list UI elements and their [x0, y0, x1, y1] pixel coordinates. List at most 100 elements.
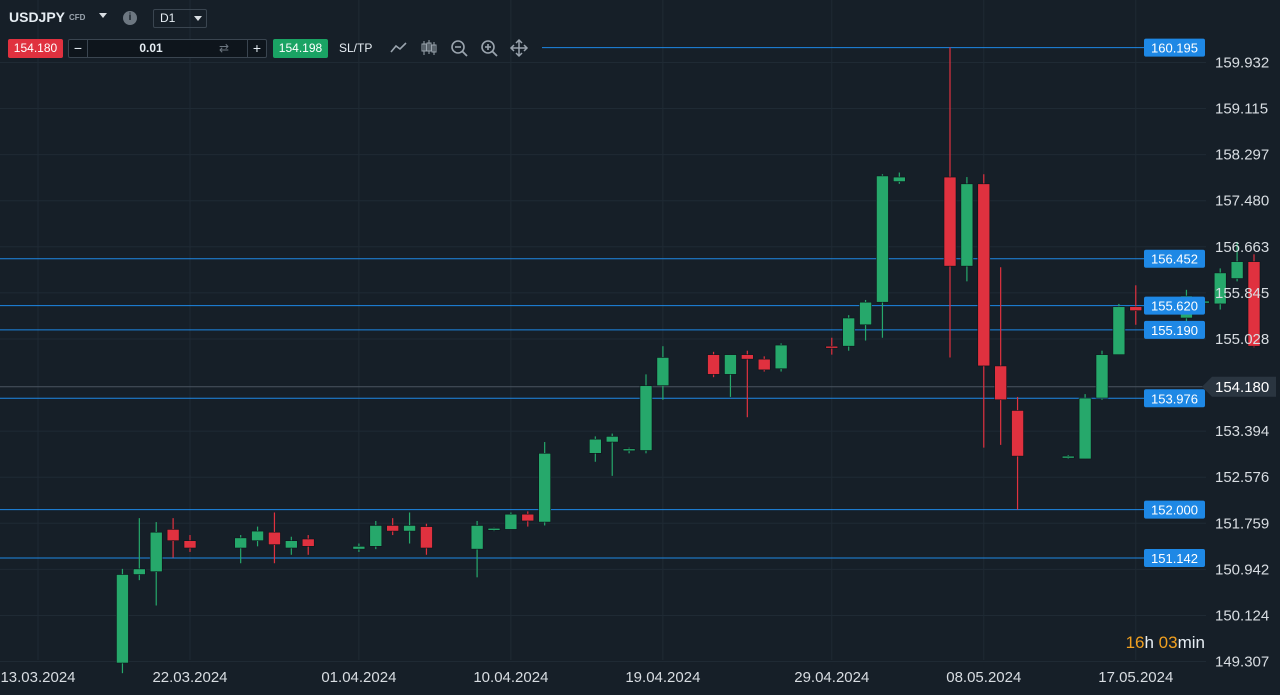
buy-price-button[interactable]: 154.198 — [273, 39, 328, 58]
candle — [268, 512, 281, 564]
candle-body — [943, 176, 957, 267]
candle — [183, 535, 197, 552]
level-label: 160.195 — [1151, 41, 1198, 56]
candle-body — [994, 365, 1007, 401]
quantity-input[interactable]: 0.01 — [139, 41, 163, 55]
x-axis-labels: 13.03.2024 22.03.2024 01.04.2024 10.04.2024… — [0, 669, 1173, 686]
candle-body — [420, 526, 433, 549]
quantity-stepper[interactable]: − 0.01 ⇄ + — [68, 39, 267, 58]
y-tick-label: 153.394 — [1215, 423, 1269, 440]
candle-body — [285, 540, 298, 549]
candle-body — [605, 436, 619, 443]
candlestick-icon[interactable] — [419, 38, 439, 58]
level-label: 152.000 — [1151, 503, 1198, 518]
level-label-box — [1144, 500, 1205, 519]
timeframe-select[interactable]: D1 — [153, 9, 207, 28]
candle — [166, 518, 180, 558]
candle-body — [369, 525, 383, 547]
horizontal-levels — [0, 47, 1144, 559]
candle — [521, 511, 535, 527]
candle — [622, 447, 636, 454]
candle — [842, 315, 855, 351]
candle — [1011, 396, 1024, 510]
candle-body — [1078, 397, 1092, 460]
timeframe-value: D1 — [160, 11, 176, 25]
candle — [893, 172, 906, 184]
y-axis-labels: 159.932 159.115 158.297 157.480 156.663 155.8… — [1215, 55, 1269, 671]
level-label: 151.142 — [1151, 551, 1198, 566]
grid-lines — [0, 0, 1206, 662]
minus-icon[interactable]: − — [69, 40, 88, 57]
candle — [504, 512, 518, 530]
chart-toolbar: USDJPY CFD i D1 154.180 − 0.01 ⇄ + 154.1… — [0, 0, 1280, 64]
level-label: 153.976 — [1151, 391, 1198, 406]
candle — [1061, 454, 1075, 459]
candle — [133, 518, 146, 581]
candle-body — [1095, 354, 1109, 399]
candle — [741, 350, 754, 418]
move-icon[interactable] — [509, 38, 529, 58]
candle — [285, 536, 298, 555]
candle — [859, 299, 872, 341]
zoom-in-icon[interactable] — [479, 38, 499, 58]
candle — [774, 343, 788, 372]
y-tick-label: 155.028 — [1215, 331, 1269, 348]
candle — [403, 512, 416, 544]
candle — [1078, 394, 1092, 460]
candle-body — [977, 183, 991, 367]
candle — [352, 543, 366, 552]
candle-body — [487, 527, 501, 531]
candle-body — [504, 513, 518, 530]
plus-icon[interactable]: + — [247, 40, 266, 57]
sell-price-button[interactable]: 154.180 — [8, 39, 63, 58]
candle-body — [234, 537, 247, 549]
y-tick-label: 151.759 — [1215, 515, 1269, 532]
y-tick-label: 152.576 — [1215, 469, 1269, 486]
candle-body — [1011, 410, 1024, 457]
candle-body — [352, 546, 366, 550]
candle-countdown: 16h 03min — [1125, 633, 1205, 652]
candle-body — [268, 531, 281, 545]
swap-icon[interactable]: ⇄ — [219, 41, 230, 55]
candle — [470, 520, 484, 578]
level-label-box — [1144, 249, 1205, 268]
candle — [251, 526, 264, 547]
y-tick-label: 157.480 — [1215, 193, 1269, 210]
candle-body — [757, 358, 771, 371]
current-price-label: 154.180 — [1215, 379, 1269, 396]
candle-body — [960, 183, 974, 267]
candle-body — [741, 354, 754, 360]
instrument-type: CFD — [69, 13, 86, 22]
candle-body — [1129, 306, 1143, 311]
y-tick-label: 159.932 — [1215, 55, 1269, 72]
candle — [420, 523, 433, 555]
candle — [605, 433, 619, 476]
level-label-box — [1144, 38, 1205, 57]
symbol-name[interactable]: USDJPY — [9, 9, 66, 25]
symbol-chevron-down-icon[interactable] — [99, 13, 107, 18]
candle-body — [893, 176, 906, 182]
x-tick-label: 22.03.2024 — [152, 669, 227, 686]
candle — [149, 522, 163, 606]
zoom-out-icon[interactable] — [449, 38, 469, 58]
line-chart-icon[interactable] — [389, 38, 409, 58]
level-label-box — [1144, 296, 1205, 315]
candle — [977, 174, 991, 448]
candle — [1230, 241, 1244, 282]
y-tick-label: 158.297 — [1215, 147, 1269, 164]
candle — [1213, 268, 1227, 310]
candle — [707, 351, 720, 378]
timeframe-chevron-down-icon — [194, 16, 202, 21]
level-label-box — [1144, 549, 1205, 568]
x-tick-label: 10.04.2024 — [473, 669, 548, 686]
x-tick-label: 17.05.2024 — [1098, 669, 1173, 686]
candle — [538, 442, 551, 526]
candle — [116, 568, 129, 674]
y-tick-label: 150.942 — [1215, 561, 1269, 578]
info-icon[interactable]: i — [123, 11, 137, 25]
sltp-button[interactable]: SL/TP — [339, 41, 373, 55]
candle-body — [1230, 261, 1244, 279]
candle-body — [1112, 306, 1126, 355]
candle — [301, 535, 315, 555]
